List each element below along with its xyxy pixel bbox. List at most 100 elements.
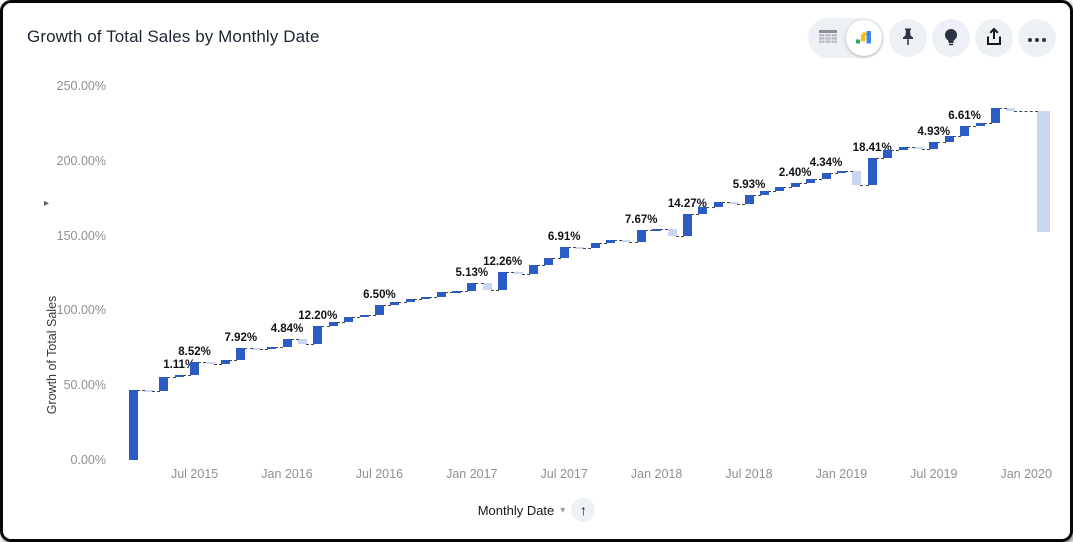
waterfall-bar[interactable] (267, 346, 277, 349)
bar-label: 1.11% (163, 359, 196, 371)
waterfall-bar[interactable] (328, 322, 338, 326)
waterfall-bar[interactable] (513, 271, 523, 274)
bar-label: 7.92% (224, 331, 258, 344)
waterfall-bar[interactable] (498, 271, 508, 291)
waterfall-bar[interactable] (128, 389, 138, 460)
waterfall-bar[interactable] (559, 247, 569, 258)
waterfall-bar[interactable] (174, 375, 184, 377)
pin-button[interactable] (889, 19, 927, 57)
waterfall-bar[interactable] (159, 376, 169, 392)
waterfall-bar[interactable] (636, 230, 646, 242)
waterfall-connector (660, 229, 669, 231)
bar-label: 5.93% (732, 179, 766, 192)
waterfall-bar[interactable] (544, 257, 554, 265)
waterfall-bar[interactable] (421, 296, 431, 300)
waterfall-bar[interactable] (528, 264, 538, 274)
waterfall-bar[interactable] (236, 347, 246, 360)
waterfall-bar[interactable] (836, 170, 846, 173)
waterfall-bar[interactable] (667, 229, 677, 236)
sort-ascending-button[interactable]: ↑ (571, 498, 596, 522)
x-tick-label: Jan 2016 (261, 467, 313, 481)
waterfall-bar[interactable] (467, 282, 477, 291)
waterfall-bar[interactable] (297, 339, 307, 345)
waterfall-connector (398, 302, 407, 304)
waterfall-bar[interactable] (652, 229, 662, 232)
suggestions-button[interactable] (932, 19, 970, 57)
waterfall-bar[interactable] (975, 122, 985, 126)
waterfall-bar[interactable] (775, 186, 785, 192)
waterfall-bar[interactable] (621, 240, 631, 243)
chart-view-button[interactable] (846, 20, 882, 56)
bar-label: 4.84% (270, 323, 304, 336)
y-tick-label: 0.00% (70, 453, 106, 467)
waterfall-bar[interactable] (1037, 110, 1051, 232)
waterfall-bar[interactable] (344, 316, 354, 323)
waterfall-connector (860, 185, 869, 187)
more-options-button[interactable] (1018, 19, 1056, 57)
waterfall-connector (706, 206, 715, 208)
y-axis-title: Growth of Total Sales (45, 295, 59, 415)
waterfall-bar[interactable] (682, 214, 692, 236)
waterfall-bar[interactable] (282, 339, 292, 347)
waterfall-bar[interactable] (883, 149, 893, 158)
x-tick-label: Jan 2019 (815, 467, 868, 481)
waterfall-bar[interactable] (759, 191, 769, 196)
chevron-down-icon[interactable]: ▾ (560, 504, 566, 516)
waterfall-bar[interactable] (313, 325, 323, 345)
waterfall-chart: 250.00% 200.00% 150.00% 100.00% 50.00% 0.00% J… (3, 3, 1070, 539)
waterfall-bar[interactable] (436, 292, 446, 297)
waterfall-connector (921, 148, 931, 150)
waterfall-bar[interactable] (713, 201, 723, 207)
waterfall-bar[interactable] (1006, 107, 1016, 111)
waterfall-connector (136, 389, 145, 391)
export-button[interactable] (975, 19, 1013, 57)
bar-label: 14.27% (667, 198, 707, 211)
export-icon (984, 27, 1004, 50)
waterfall-bar[interactable] (913, 146, 923, 149)
x-tick-label: Jan 2017 (446, 467, 498, 481)
waterfall-bar[interactable] (190, 362, 200, 375)
waterfall-bar[interactable] (205, 362, 215, 365)
x-axis-title: Monthly Date (477, 502, 555, 518)
waterfall-bar[interactable] (929, 141, 939, 149)
waterfall-connector (305, 344, 315, 346)
waterfall-bar[interactable] (359, 314, 369, 317)
waterfall-bar[interactable] (575, 247, 585, 250)
waterfall-bar[interactable] (451, 290, 461, 293)
waterfall-connector (459, 290, 469, 292)
waterfall-bar[interactable] (698, 206, 708, 215)
waterfall-connector (829, 172, 838, 174)
table-view-button[interactable] (810, 20, 846, 56)
waterfall-connector (151, 391, 161, 393)
waterfall-bar[interactable] (590, 243, 600, 249)
bar-label: 7.67% (624, 214, 658, 227)
waterfall-bar[interactable] (990, 107, 1000, 123)
waterfall-bar[interactable] (821, 172, 831, 180)
waterfall-bar[interactable] (852, 170, 862, 186)
waterfall-bar[interactable] (744, 195, 754, 204)
waterfall-bar[interactable] (960, 125, 970, 136)
waterfall-bar[interactable] (374, 305, 384, 315)
waterfall-bar[interactable] (790, 183, 800, 187)
waterfall-bar[interactable] (220, 359, 230, 364)
waterfall-bar[interactable] (944, 135, 954, 142)
waterfall-bar[interactable] (143, 389, 153, 392)
waterfall-connector (490, 290, 500, 292)
waterfall-bar[interactable] (390, 302, 400, 306)
waterfall-bar[interactable] (605, 240, 615, 244)
waterfall-bar[interactable] (251, 347, 261, 350)
waterfall-bar[interactable] (405, 299, 415, 303)
waterfall-bar[interactable] (482, 282, 492, 291)
waterfall-bar[interactable] (729, 201, 739, 204)
ellipsis-icon (1027, 31, 1047, 46)
waterfall-connector (521, 273, 530, 275)
pin-icon (899, 27, 917, 50)
waterfall-bar[interactable] (898, 146, 908, 150)
waterfall-bar[interactable] (867, 157, 877, 186)
waterfall-connector (382, 305, 392, 307)
y-tick-label: 250.00% (56, 79, 106, 93)
waterfall-bar[interactable] (806, 179, 816, 184)
waterfall-connector (737, 203, 746, 205)
waterfall-connector (259, 348, 269, 350)
